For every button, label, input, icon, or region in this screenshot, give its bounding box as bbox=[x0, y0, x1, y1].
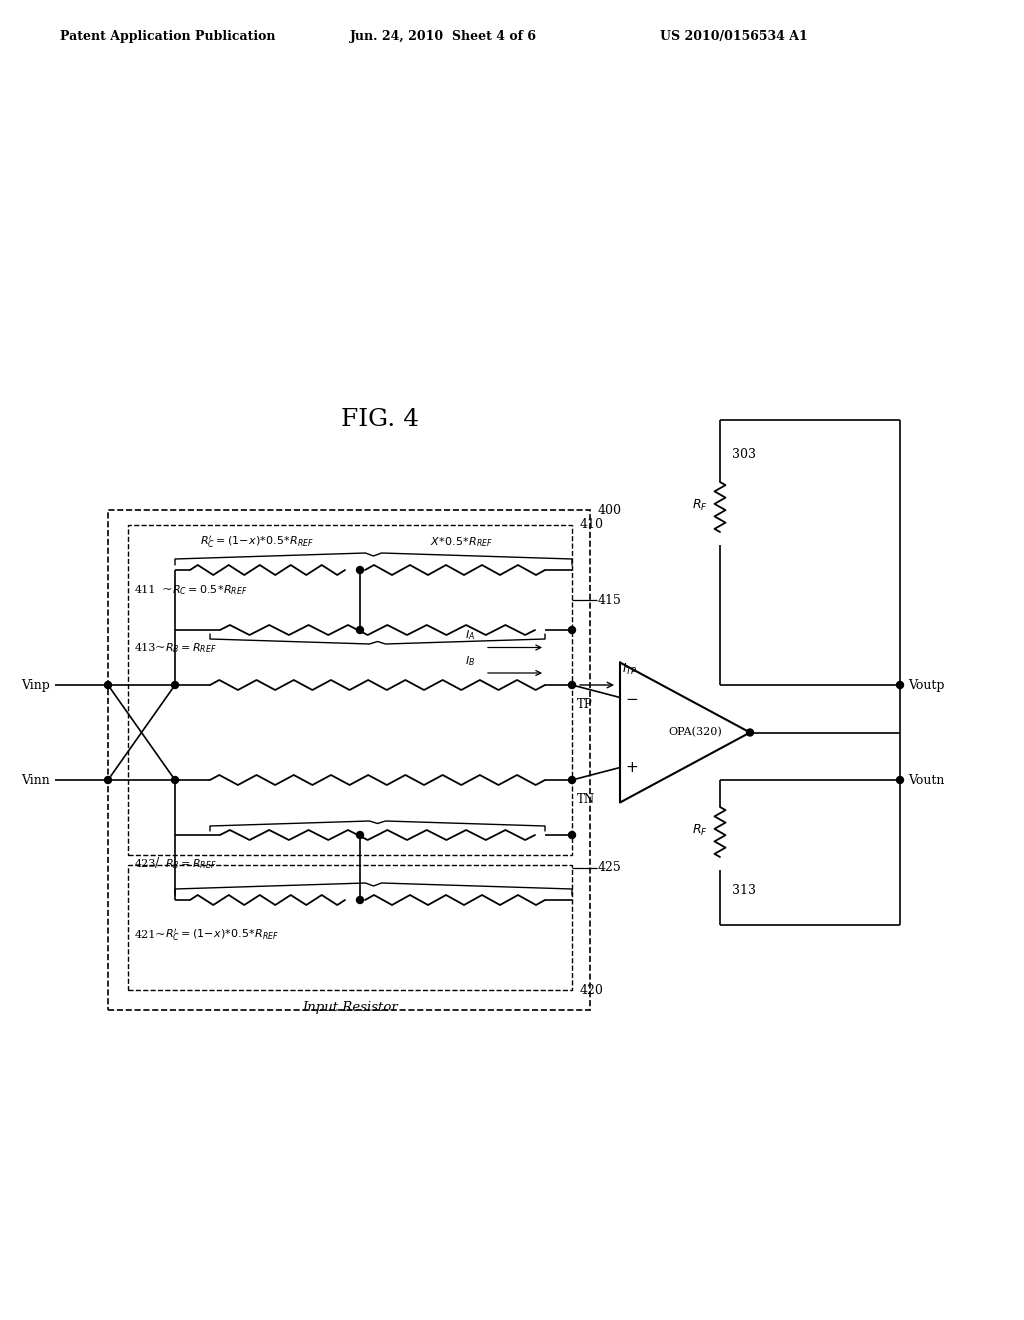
Text: US 2010/0156534 A1: US 2010/0156534 A1 bbox=[660, 30, 808, 44]
Text: Voutn: Voutn bbox=[908, 774, 944, 787]
Text: 420: 420 bbox=[580, 983, 604, 997]
Text: OPA(320): OPA(320) bbox=[668, 727, 722, 738]
Text: $I_{TP}$: $I_{TP}$ bbox=[622, 661, 638, 677]
Text: $I_B$: $I_B$ bbox=[465, 655, 475, 668]
Text: TN: TN bbox=[577, 793, 595, 807]
Text: Input Resistor: Input Resistor bbox=[302, 1002, 398, 1015]
Circle shape bbox=[171, 681, 178, 689]
Text: 413: 413 bbox=[135, 643, 157, 653]
Text: 400: 400 bbox=[598, 503, 622, 516]
Bar bbox=[128, 865, 572, 990]
Circle shape bbox=[356, 566, 364, 573]
Circle shape bbox=[568, 681, 575, 689]
Text: FIG. 4: FIG. 4 bbox=[341, 408, 419, 432]
Bar bbox=[108, 510, 590, 1010]
Text: 410: 410 bbox=[580, 519, 604, 532]
Text: Vinp: Vinp bbox=[22, 678, 50, 692]
Text: Jun. 24, 2010  Sheet 4 of 6: Jun. 24, 2010 Sheet 4 of 6 bbox=[350, 30, 537, 44]
Text: 421: 421 bbox=[135, 931, 157, 940]
Text: $R_F$: $R_F$ bbox=[692, 498, 708, 512]
Text: 411: 411 bbox=[135, 585, 157, 595]
Text: 415: 415 bbox=[598, 594, 622, 606]
Circle shape bbox=[896, 681, 903, 689]
Circle shape bbox=[356, 832, 364, 838]
Circle shape bbox=[746, 729, 754, 737]
Circle shape bbox=[104, 776, 112, 784]
Text: Voutp: Voutp bbox=[908, 678, 944, 692]
Text: $X\!*\!0.5\!*\!R_{REF}$: $X\!*\!0.5\!*\!R_{REF}$ bbox=[430, 535, 493, 549]
Text: $I_A$: $I_A$ bbox=[465, 628, 475, 643]
Text: /: / bbox=[155, 858, 160, 870]
Circle shape bbox=[568, 776, 575, 784]
Text: $R_F$: $R_F$ bbox=[692, 822, 708, 838]
Circle shape bbox=[896, 776, 903, 784]
Circle shape bbox=[356, 896, 364, 903]
Text: $R_C' = (1\!-\!x)\!*\!0.5\!*\!R_{REF}$: $R_C' = (1\!-\!x)\!*\!0.5\!*\!R_{REF}$ bbox=[165, 927, 280, 942]
Text: $-$: $-$ bbox=[626, 690, 639, 705]
Text: Patent Application Publication: Patent Application Publication bbox=[60, 30, 275, 44]
Text: $R_C' = (1\!-\!x)\!*\!0.5\!*\!R_{REF}$: $R_C' = (1\!-\!x)\!*\!0.5\!*\!R_{REF}$ bbox=[200, 535, 314, 550]
Text: ~: ~ bbox=[155, 928, 166, 941]
Text: $R_C = 0.5\!*\!R_{REF}$: $R_C = 0.5\!*\!R_{REF}$ bbox=[172, 583, 248, 597]
Bar bbox=[128, 525, 572, 855]
Text: 425: 425 bbox=[598, 861, 622, 874]
Circle shape bbox=[104, 681, 112, 689]
Text: TP: TP bbox=[577, 698, 593, 711]
Text: Vinn: Vinn bbox=[22, 774, 50, 787]
Circle shape bbox=[568, 832, 575, 838]
Text: $R_B = R_{REF}$: $R_B = R_{REF}$ bbox=[165, 857, 217, 871]
Text: 303: 303 bbox=[732, 449, 756, 462]
Text: $R_B = R_{REF}$: $R_B = R_{REF}$ bbox=[165, 642, 217, 655]
Circle shape bbox=[171, 776, 178, 784]
Text: 423: 423 bbox=[135, 859, 157, 869]
Text: ~: ~ bbox=[162, 583, 172, 597]
Circle shape bbox=[356, 627, 364, 634]
Text: $+$: $+$ bbox=[626, 760, 639, 775]
Text: 313: 313 bbox=[732, 883, 756, 896]
Circle shape bbox=[568, 627, 575, 634]
Text: ~: ~ bbox=[155, 642, 166, 655]
